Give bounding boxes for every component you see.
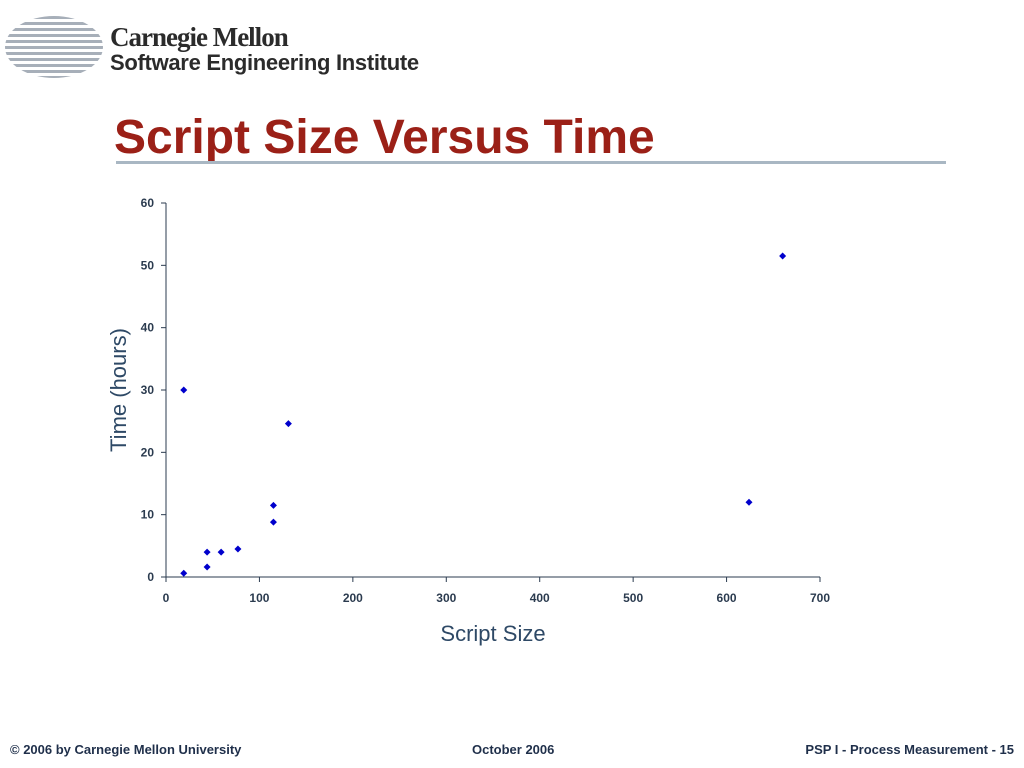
scatter-point	[180, 569, 188, 577]
org-name-line1: Carnegie Mellon	[110, 22, 289, 52]
scatter-point	[269, 501, 277, 509]
y-tick-label: 30	[141, 383, 155, 397]
x-tick-label: 400	[530, 591, 550, 605]
scatter-chart: 0 100 200 300 400 500 600 700 0 10 20 30 40 50 60 Scr…	[106, 196, 830, 646]
x-tick-label: 700	[810, 591, 830, 605]
y-tick-label: 40	[141, 321, 155, 335]
scatter-point	[779, 252, 787, 260]
x-tick-label: 500	[623, 591, 643, 605]
footer-page-number: PSP I - Process Measurement - 15	[805, 742, 1014, 757]
sei-striped-globe-icon	[5, 16, 103, 78]
y-tick-label: 60	[141, 196, 155, 210]
footer-date: October 2006	[472, 742, 555, 757]
scatter-point	[234, 545, 242, 553]
y-axis-title: Time (hours)	[106, 328, 131, 452]
x-tick-label: 600	[717, 591, 737, 605]
scatter-point	[203, 548, 211, 556]
footer-copyright: © 2006 by Carnegie Mellon University	[10, 742, 242, 757]
y-tick-label: 10	[141, 508, 155, 522]
data-points	[180, 252, 787, 577]
title-divider	[116, 161, 946, 164]
y-tick-label: 0	[147, 570, 154, 584]
scatter-point	[745, 498, 753, 506]
slide-title: Script Size Versus Time	[114, 111, 655, 164]
x-tick-label: 300	[436, 591, 456, 605]
y-tick-label: 50	[141, 258, 155, 272]
x-axis-title: Script Size	[440, 621, 545, 646]
scatter-point	[217, 548, 225, 556]
y-tick-label: 20	[141, 445, 155, 459]
org-name-line2: Software Engineering Institute	[110, 50, 419, 75]
y-axis-ticks: 0 10 20 30 40 50 60	[141, 196, 166, 584]
scatter-point	[180, 386, 188, 394]
x-tick-label: 100	[249, 591, 269, 605]
scatter-point	[203, 563, 211, 571]
x-tick-label: 0	[163, 591, 170, 605]
scatter-point	[269, 518, 277, 526]
x-axis-ticks: 0 100 200 300 400 500 600 700	[163, 577, 830, 605]
scatter-point	[284, 420, 292, 428]
x-tick-label: 200	[343, 591, 363, 605]
